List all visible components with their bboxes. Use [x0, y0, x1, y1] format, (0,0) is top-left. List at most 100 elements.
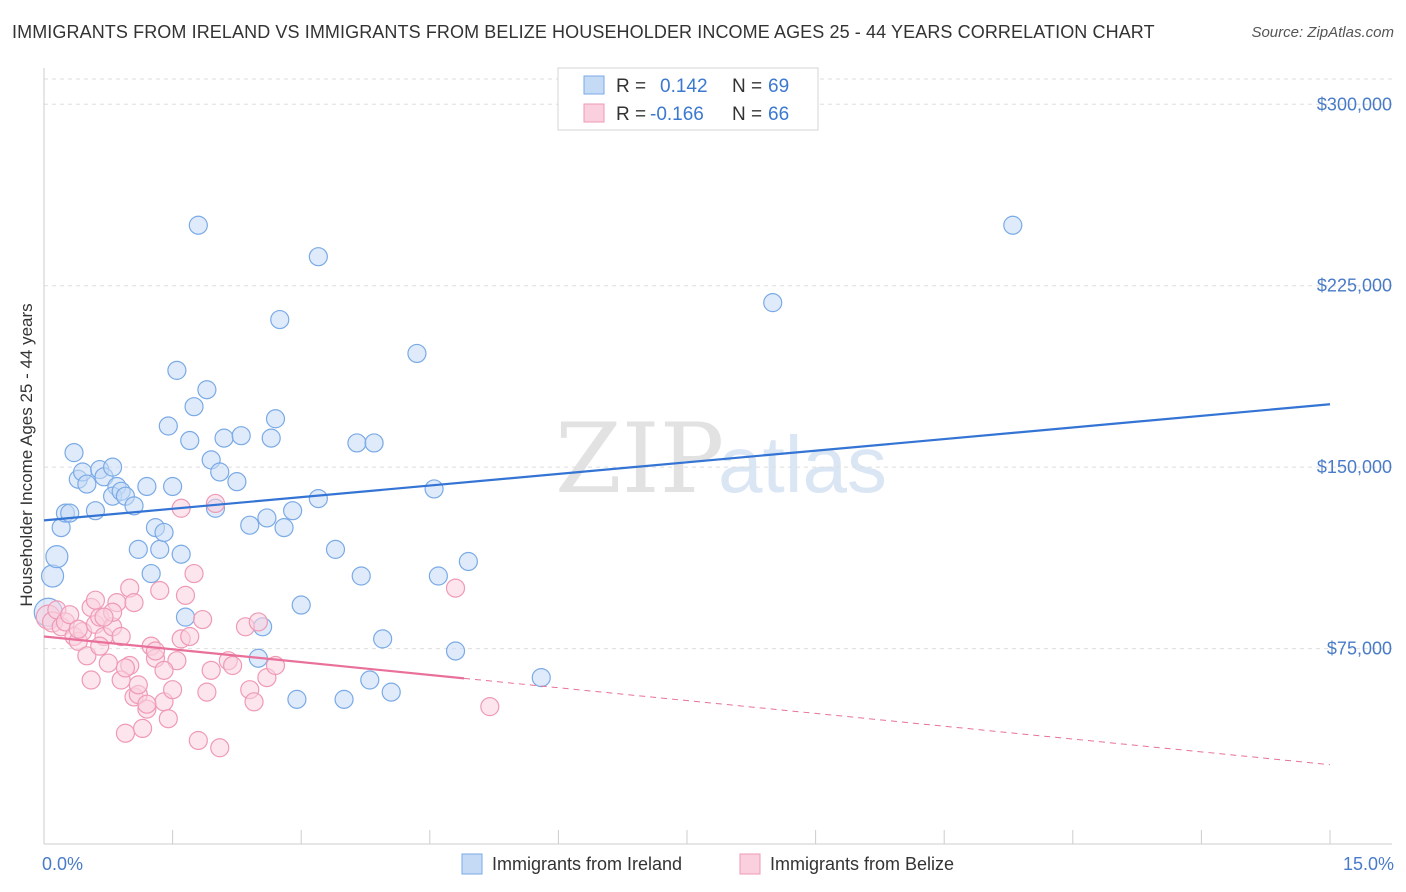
belize-point [137, 694, 157, 714]
ireland-point [154, 522, 174, 543]
ireland-point [381, 682, 401, 702]
belize-trend-line [43, 635, 465, 680]
belize-point [111, 626, 131, 647]
ireland-point [257, 508, 277, 528]
legend-label-belize: Immigrants from Belize [770, 854, 954, 874]
belize-point [68, 619, 88, 639]
stats-r-label-1: R = [616, 76, 646, 97]
belize-point [124, 593, 144, 613]
belize-point [98, 653, 118, 673]
legend-swatch-ireland [461, 853, 483, 875]
ireland-point [240, 515, 260, 535]
belize-point [94, 607, 114, 627]
stats-legend-swatch-ireland [583, 75, 605, 95]
belize-point [480, 697, 500, 717]
belize-point [115, 723, 136, 743]
ireland-point [424, 479, 444, 499]
belize-point [128, 675, 148, 695]
x-tick-label-min: 0.0% [42, 854, 83, 874]
stats-n-value-ireland: 69 [768, 76, 789, 97]
ireland-point [287, 689, 307, 709]
watermark-zip: ZIP [555, 403, 724, 515]
ireland-point [351, 566, 371, 586]
y-tick-label: $225,000 [1317, 276, 1392, 296]
stats-r-label-2: R = [616, 104, 646, 125]
ireland-point [373, 629, 393, 649]
belize-point [197, 682, 217, 702]
ireland-point [102, 457, 123, 477]
belize-point [163, 680, 183, 700]
ireland-point [175, 607, 196, 627]
series-legend: Immigrants from Ireland Immigrants from … [461, 853, 954, 875]
chart-source: Source: ZipAtlas.com [1251, 24, 1394, 41]
ireland-point [167, 360, 187, 380]
legend-label-ireland: Immigrants from Ireland [492, 854, 682, 874]
belize-point [158, 709, 178, 729]
ireland-point [40, 564, 65, 588]
ireland-point [197, 380, 217, 400]
ireland-point [308, 247, 328, 267]
stats-r-value-ireland: 0.142 [660, 76, 708, 97]
ireland-point [334, 689, 354, 709]
ireland-point [360, 670, 380, 690]
watermark-atlas: atlas [718, 420, 887, 509]
ireland-point [141, 563, 161, 584]
y-tick-label: $150,000 [1317, 457, 1392, 477]
ireland-point [180, 430, 200, 451]
belize-point [154, 660, 174, 680]
ireland-point [308, 488, 328, 509]
ireland-point [45, 545, 69, 569]
ireland-point [188, 215, 208, 235]
belize-point [248, 612, 268, 632]
belize-point [210, 738, 230, 758]
ireland-point [265, 409, 286, 429]
ireland-point [364, 433, 384, 453]
ireland-point [531, 667, 551, 688]
ireland-point [428, 566, 448, 586]
belize-point [81, 670, 101, 690]
axes: $75,000 $150,000 $225,000 $300,000 [43, 68, 1392, 845]
trend-lines [43, 403, 1331, 766]
ireland-point [407, 343, 427, 364]
belize-trend-extension [464, 677, 1331, 766]
ireland-point [347, 433, 367, 453]
ireland-point [210, 462, 230, 482]
belize-point [60, 605, 80, 625]
ireland-point [150, 539, 170, 559]
belize-point [85, 590, 106, 610]
belize-point [150, 580, 170, 601]
ireland-point [1003, 215, 1023, 235]
stats-legend: R = 0.142 N = 69 R = -0.166 N = 66 [557, 67, 819, 131]
ireland-point [137, 476, 157, 497]
stats-n-label-1: N = [732, 76, 762, 97]
ireland-trend-line [43, 403, 1331, 522]
ireland-point [261, 428, 281, 448]
belize-point [175, 585, 196, 605]
ireland-point [270, 309, 290, 330]
y-axis-label: Householder Income Ages 25 - 44 years [17, 303, 36, 606]
ireland-point [274, 518, 294, 538]
stats-n-label-2: N = [732, 104, 762, 125]
belize-point [223, 655, 243, 676]
stats-n-value-belize: 66 [768, 104, 789, 125]
belize-point [167, 651, 187, 671]
ireland-point [763, 293, 783, 313]
ireland-point [214, 428, 234, 448]
belize-point [244, 692, 264, 712]
belize-point [193, 609, 213, 630]
belize-point [90, 636, 110, 656]
chart-title: IMMIGRANTS FROM IRELAND VS IMMIGRANTS FR… [12, 22, 1155, 42]
belize-point [188, 730, 208, 751]
belize-point [180, 626, 200, 647]
ireland-point [325, 539, 346, 559]
ireland-point [128, 539, 148, 559]
stats-r-value-belize: -0.166 [650, 104, 704, 125]
ireland-point [184, 397, 204, 417]
ireland-point [445, 641, 466, 661]
belize-point [445, 578, 466, 598]
ireland-point [158, 416, 178, 436]
watermark: ZIP atlas [555, 403, 887, 515]
x-tick-label-max: 15.0% [1343, 854, 1394, 874]
stats-legend-swatch-belize [583, 103, 605, 123]
